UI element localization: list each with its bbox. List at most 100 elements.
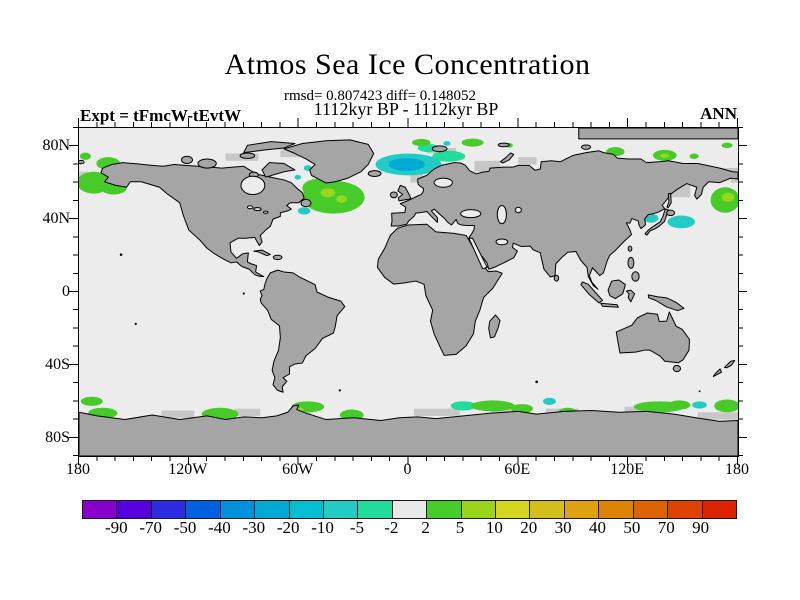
colorbar-segment: [495, 501, 530, 518]
lat-label-40n: 40N: [42, 210, 70, 227]
anomaly-patch: [470, 400, 515, 412]
anomaly-patch: [388, 158, 425, 171]
inland-seas: [241, 176, 521, 268]
colorbar-segment: [667, 501, 702, 518]
colorbar-tick-label: 30: [554, 518, 572, 537]
anomaly-patch: [714, 399, 738, 413]
colorbar-segment: [219, 501, 255, 518]
colorbar-segment: [288, 501, 323, 518]
lon-label-180w: 180: [66, 461, 90, 478]
colorbar-tick-label: -20: [276, 518, 300, 537]
island: [390, 192, 397, 198]
colorbar-tick-label: 50: [623, 518, 641, 537]
anomaly-patch: [692, 401, 707, 409]
island: [182, 156, 193, 163]
island: [724, 361, 734, 368]
island: [240, 153, 255, 158]
colorbar-segment: [357, 501, 392, 518]
colorbar-tick-label: -2: [384, 518, 399, 537]
island: [273, 255, 282, 259]
islet-dot: [134, 322, 137, 325]
great-lakes: [247, 206, 252, 209]
island: [198, 159, 216, 168]
lon-label-60e: 60E: [504, 461, 531, 478]
page-title: Atmos Sea Ice Concentration: [224, 48, 591, 81]
black-sea: [461, 210, 481, 218]
lat-label-80n: 80N: [42, 137, 70, 154]
experiment-label: Expt = tFmcW-tEvtW: [80, 106, 242, 125]
colorbar-tick-label: -70: [139, 518, 163, 537]
anomaly-patch: [461, 138, 484, 147]
lon-label-120e: 120E: [610, 461, 645, 478]
colorbar-tick-label: 5: [455, 518, 465, 537]
island: [432, 146, 447, 152]
continent-antarctica: [79, 405, 738, 456]
islet-dot: [119, 253, 123, 256]
caspian-sea: [497, 205, 506, 223]
anomaly-patches: [79, 138, 738, 421]
island: [601, 303, 619, 307]
baltic-sea: [434, 178, 452, 187]
red-sea: [469, 238, 487, 268]
island-cuba: [254, 250, 270, 255]
colorbar-segment: [529, 501, 564, 518]
colorbar-segment: [632, 501, 668, 518]
colorbar-segment: [391, 501, 427, 518]
continent-africa: [377, 224, 502, 355]
colorbar-segment: [460, 501, 496, 518]
world-map: [78, 127, 739, 457]
anomaly-patch: [721, 142, 733, 149]
islet-dot: [338, 389, 341, 392]
island: [608, 280, 625, 299]
island: [667, 193, 671, 208]
lon-label-180e: 180: [725, 461, 749, 478]
colorbar-labels: -90 -70 -50 -40 -30 -20 -10 -5 -2 2 5 10 20 30 40 50 70 9…: [82, 518, 735, 540]
anomaly-patch: [689, 153, 699, 159]
colorbar-tick-label: 40: [589, 518, 607, 537]
world-map-svg: [79, 128, 738, 456]
colorbar-segment: [598, 501, 633, 518]
colorbar-tick-label: 70: [657, 518, 675, 537]
colorbar-tick-label: 2: [421, 518, 430, 537]
island: [713, 369, 721, 377]
colorbar-tick-label: -30: [242, 518, 266, 537]
great-lakes: [264, 211, 268, 213]
colorbar-tick-label: -5: [349, 518, 365, 537]
aral-sea: [515, 207, 521, 212]
lat-label-40s: 40S: [45, 356, 70, 373]
colorbar-tick-label: 20: [520, 518, 538, 537]
hudson-bay: [241, 176, 265, 194]
island: [628, 257, 634, 268]
islet-dot: [698, 390, 701, 393]
colorbar-segment: [563, 501, 599, 518]
island: [628, 246, 632, 251]
colorbar-tick-label: 90: [692, 518, 710, 537]
island: [581, 282, 603, 303]
colorbar-tick-label: -90: [105, 518, 128, 537]
continent-greenland: [284, 140, 374, 183]
anomaly-patch: [543, 397, 556, 405]
island: [500, 153, 513, 163]
colorbar-segment: [254, 501, 289, 518]
lat-label-80s: 80S: [45, 429, 70, 446]
great-lakes: [254, 208, 261, 211]
colorbar-segment: [185, 501, 220, 518]
season-label: ANN: [700, 104, 737, 123]
islet-dot: [242, 292, 245, 295]
colorbar-segment: [116, 501, 151, 518]
colorbar-tick-label: -40: [208, 518, 231, 537]
island: [581, 145, 590, 149]
colorbar: [82, 500, 737, 519]
continent-australia: [616, 312, 689, 363]
anomaly-patch: [660, 153, 670, 158]
island: [498, 143, 509, 147]
right-axis-major-ticks: [738, 127, 747, 456]
anomaly-patch: [721, 192, 735, 202]
anomaly-patch: [80, 396, 103, 406]
colorbar-segment: [322, 501, 358, 518]
island: [632, 272, 639, 281]
lon-label-120w: 120W: [168, 461, 208, 478]
colorbar-tick-label: -50: [173, 518, 197, 537]
islet-dot: [535, 380, 538, 384]
